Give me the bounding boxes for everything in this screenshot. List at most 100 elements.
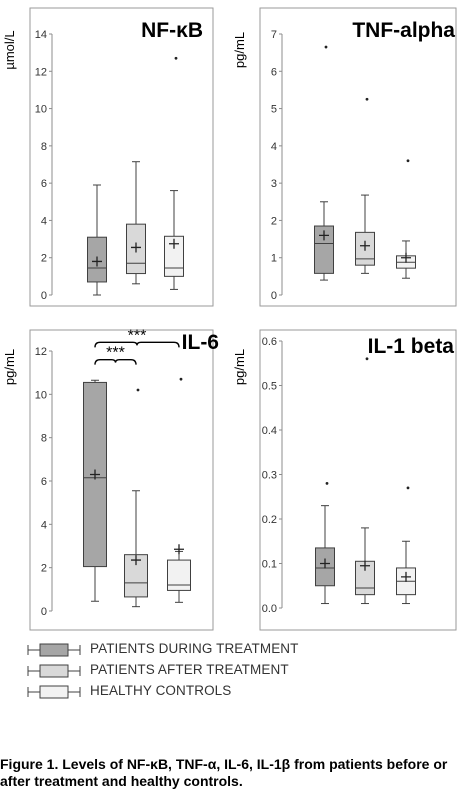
mean-marker <box>360 560 370 571</box>
box-il6-2 <box>124 388 148 608</box>
y-tick-label: 3 <box>271 178 277 190</box>
y-tick-label: 0.6 <box>262 336 277 348</box>
outlier-point <box>325 482 329 485</box>
mean-marker <box>92 256 102 267</box>
y-tick-label: 14 <box>35 29 47 41</box>
y-tick-label: 10 <box>35 389 47 401</box>
mean-marker <box>401 571 411 582</box>
legend-label-controls: HEALTHY CONTROLS <box>90 683 232 698</box>
mean-marker <box>131 555 141 566</box>
y-tick-label: 0.4 <box>262 425 277 437</box>
legend-label-during: PATIENTS DURING TREATMENT <box>90 641 299 656</box>
outlier-point <box>324 45 328 49</box>
panel-il1-beta: 0.0 0.1 0.2 0.3 0.4 0.5 0.6 pg/mL IL-1 beta <box>232 329 457 631</box>
y-tick-label: 8 <box>41 141 47 153</box>
significance-label: *** <box>128 327 147 344</box>
outlier-point <box>365 97 369 101</box>
outlier-point <box>136 388 140 392</box>
outlier-point <box>179 377 183 381</box>
plot-frame-il6 <box>29 329 214 631</box>
box-il1-beta-1 <box>315 482 335 605</box>
box-il1-beta-3 <box>396 486 416 605</box>
chart-title-il1-beta: IL-1 beta <box>368 335 455 358</box>
mean-marker <box>90 469 100 480</box>
legend-swatch-after <box>27 664 81 678</box>
y-axis-label-nfkb: µmol/L <box>2 30 17 69</box>
chart-title-il6: IL-6 <box>182 331 219 354</box>
y-axis-label-il1-beta: pg/mL <box>232 349 247 385</box>
box-tnf-alpha-2 <box>355 97 375 274</box>
y-tick-label: 0.2 <box>262 514 277 526</box>
legend-swatch-controls <box>27 685 81 699</box>
y-tick-label: 4 <box>271 141 277 153</box>
legend-item-during: PATIENTS DURING TREATMENT <box>26 640 466 661</box>
y-tick-label: 6 <box>41 476 47 488</box>
mean-marker <box>131 242 141 253</box>
figure-caption: Figure 1. Levels of NF-κB, TNF-α, IL-6, … <box>0 756 448 789</box>
box-tnf-alpha-1 <box>314 45 334 281</box>
y-tick-label: 4 <box>41 215 47 227</box>
box-il1-beta-2 <box>355 357 375 605</box>
outlier-point <box>365 357 369 361</box>
y-tick-label: 2 <box>41 563 47 575</box>
box-tnf-alpha-3 <box>396 159 416 279</box>
mean-marker <box>360 240 370 251</box>
y-tick-label: 1 <box>271 253 277 265</box>
y-tick-label: 0.0 <box>262 603 277 615</box>
y-tick-label: 10 <box>35 104 47 116</box>
box-iqr <box>314 225 334 274</box>
outlier-point <box>406 486 410 490</box>
y-tick-label: 6 <box>271 66 277 78</box>
y-tick-label: 12 <box>35 346 47 358</box>
significance-bracket-1: *** <box>94 327 180 348</box>
y-tick-label: 0.5 <box>262 381 277 393</box>
significance-bracket-2: *** <box>94 345 137 365</box>
y-tick-label: 6 <box>41 178 47 190</box>
bracket-line <box>94 341 180 348</box>
legend-label-after: PATIENTS AFTER TREATMENT <box>90 662 289 677</box>
y-tick-label: 2 <box>41 253 47 265</box>
chart-title-tnf-alpha: TNF-alpha <box>352 19 455 42</box>
y-tick-label: 0.1 <box>262 559 277 571</box>
box-il6-3 <box>167 377 191 603</box>
box-il6-1 <box>83 379 107 602</box>
mean-marker <box>174 544 184 555</box>
box-iqr <box>124 554 148 598</box>
box-nfkb-3 <box>164 56 184 290</box>
box-iqr <box>167 559 191 591</box>
outlier-point <box>174 56 178 60</box>
legend-swatch-during <box>27 643 81 657</box>
y-tick-label: 0 <box>271 290 277 302</box>
y-axis-label-tnf-alpha: pg/mL <box>232 32 247 68</box>
outlier-point <box>406 159 410 163</box>
mean-marker <box>319 230 329 241</box>
y-tick-label: 5 <box>271 104 277 116</box>
box-nfkb-1 <box>87 184 107 296</box>
y-tick-label: 4 <box>41 519 47 531</box>
box-iqr <box>164 235 184 277</box>
panel-il6: 0 2 4 6 8 10 12 pg/mL IL-6 ****** <box>2 327 219 631</box>
panel-tnf-alpha: 0 1 2 3 4 5 6 7 pg/mL TNF-alpha <box>232 7 457 307</box>
mean-marker <box>320 558 330 569</box>
y-tick-label: 0 <box>41 290 47 302</box>
y-tick-label: 0 <box>41 606 47 618</box>
y-tick-label: 7 <box>271 29 277 41</box>
legend-item-controls: HEALTHY CONTROLS <box>26 682 466 703</box>
chart-title-nfkb: NF-κB <box>141 19 203 42</box>
legend: PATIENTS DURING TREATMENT PATIENTS AFTER… <box>26 640 466 703</box>
y-tick-label: 8 <box>41 433 47 445</box>
box-nfkb-2 <box>126 161 146 285</box>
legend-item-after: PATIENTS AFTER TREATMENT <box>26 661 466 682</box>
plot-frame-il1-beta <box>259 329 457 631</box>
plot-frame-tnf-alpha <box>259 7 457 307</box>
plot-frame-nfkb <box>29 7 214 307</box>
significance-label: *** <box>106 345 125 362</box>
mean-marker <box>169 238 179 249</box>
y-tick-label: 12 <box>35 66 47 78</box>
y-axis-label-il6: pg/mL <box>2 349 17 385</box>
mean-marker <box>401 252 411 263</box>
y-tick-label: 0.3 <box>262 470 277 482</box>
panel-nfkb: 0 2 4 6 8 10 12 14 µmol/L NF-κB <box>2 7 214 307</box>
y-tick-label: 2 <box>271 215 277 227</box>
